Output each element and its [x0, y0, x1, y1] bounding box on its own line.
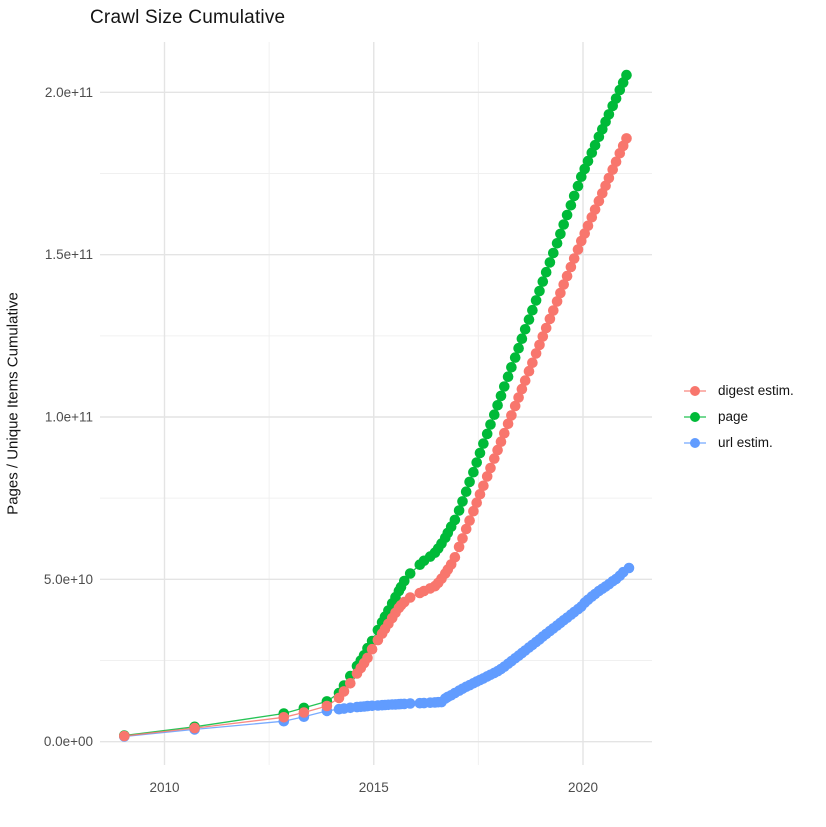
legend-label: url estim.: [718, 435, 773, 450]
legend-item-page: page: [684, 408, 794, 425]
chart-title: Crawl Size Cumulative: [90, 7, 286, 28]
legend-key-page-icon: [684, 408, 706, 425]
legend-item-digest-estim: digest estim.: [684, 382, 794, 399]
legend: digest estim. page url estim.: [684, 382, 794, 451]
svg-text:0.0e+00: 0.0e+00: [44, 734, 93, 749]
legend-key-digest-estim-icon: [684, 382, 706, 399]
svg-text:2015: 2015: [359, 780, 389, 795]
svg-text:1.0e+11: 1.0e+11: [45, 410, 93, 425]
legend-label: page: [718, 409, 749, 424]
legend-label: digest estim.: [718, 383, 794, 398]
svg-text:1.5e+11: 1.5e+11: [45, 247, 93, 262]
legend-item-url-estim: url estim.: [684, 434, 794, 451]
y-axis-title: Pages / Unique Items Cumulative: [4, 292, 22, 515]
svg-text:2020: 2020: [568, 780, 598, 795]
svg-text:2010: 2010: [149, 780, 179, 795]
legend-key-url-estim-icon: [684, 434, 706, 451]
svg-text:5.0e+10: 5.0e+10: [44, 572, 93, 587]
svg-text:2.0e+11: 2.0e+11: [45, 85, 93, 100]
